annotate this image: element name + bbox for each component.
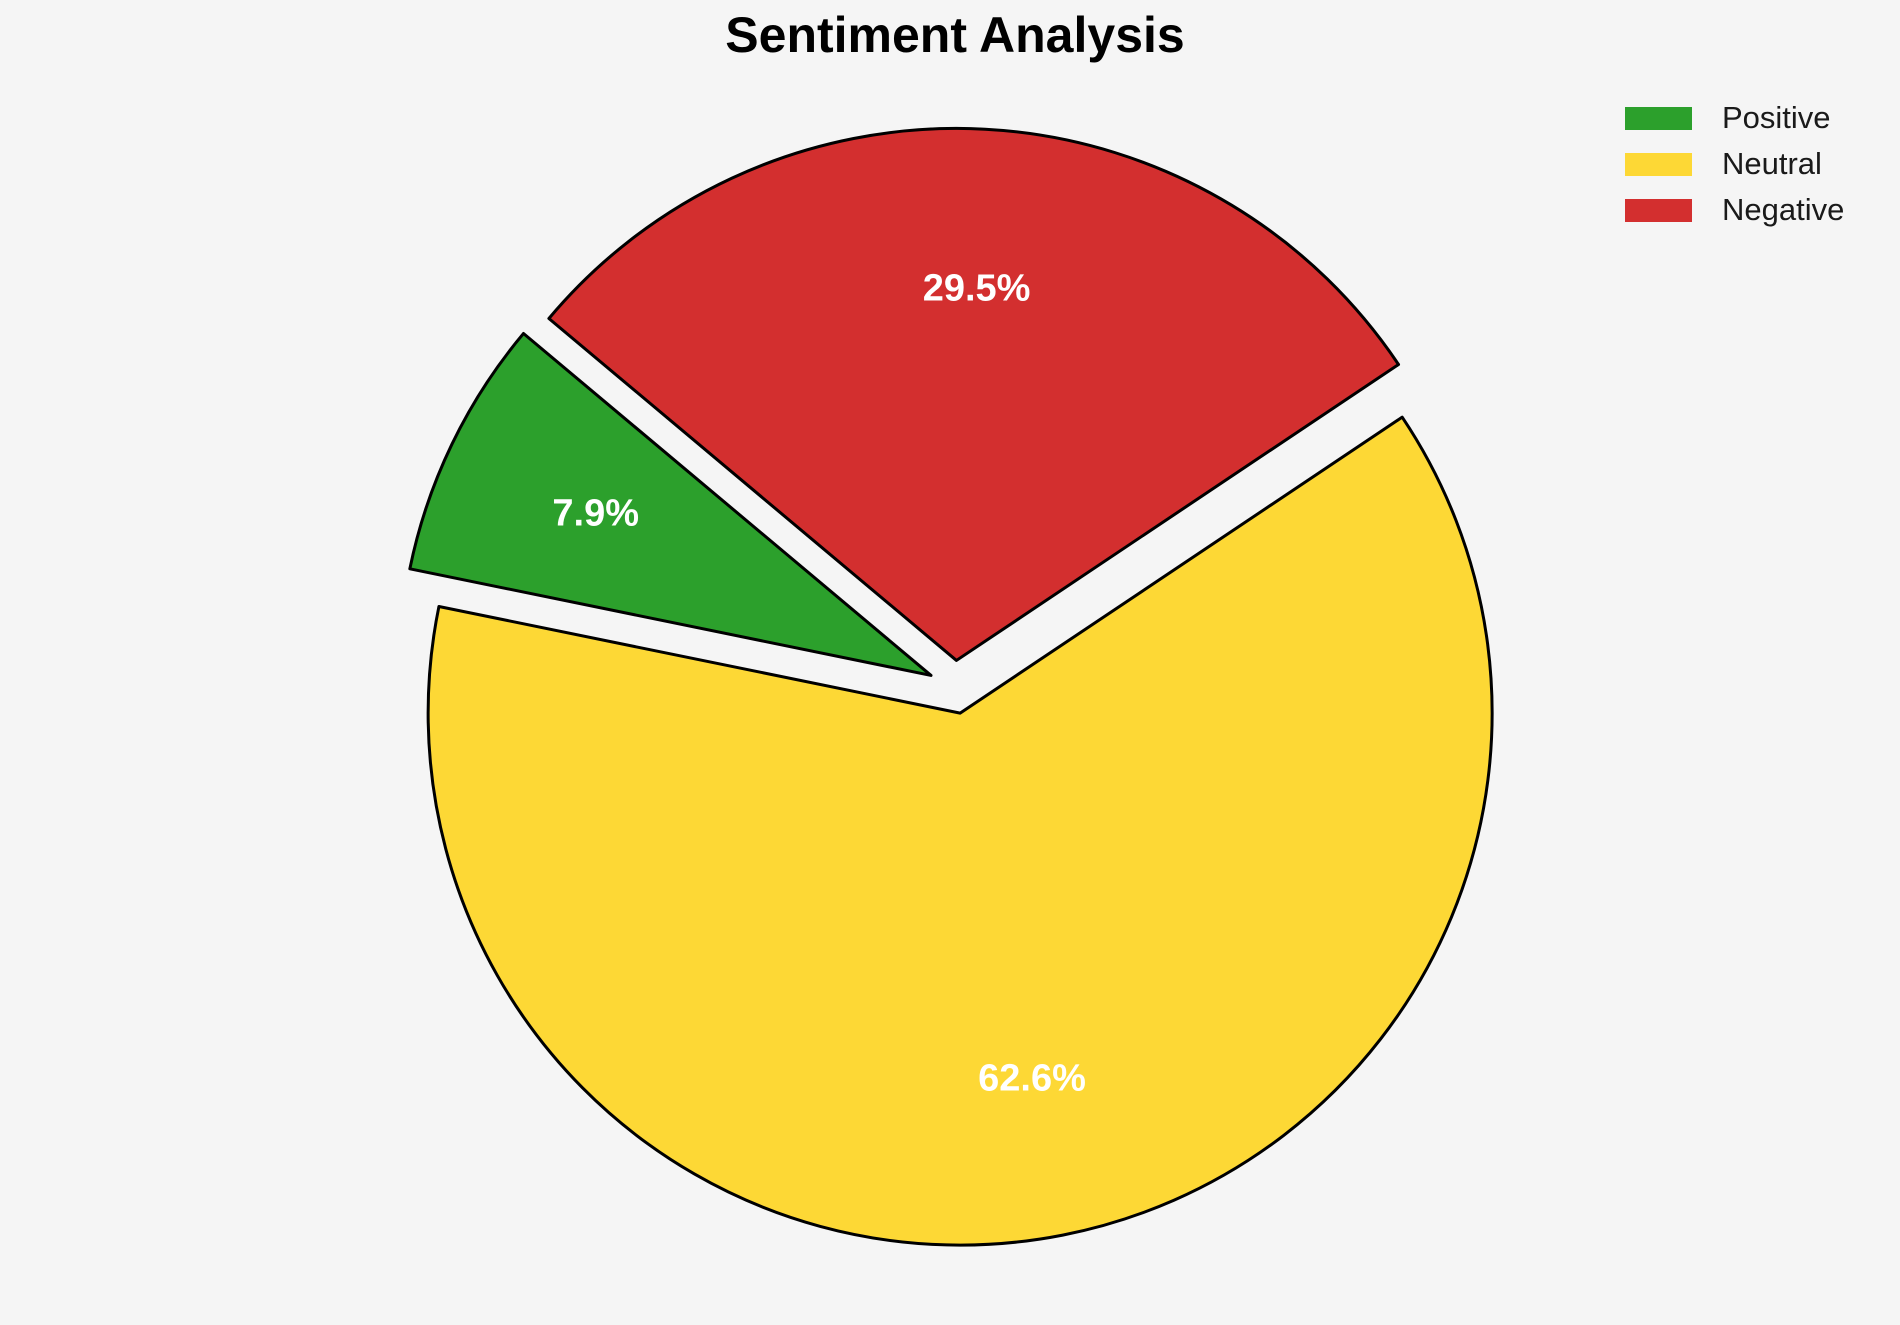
legend-swatch-neutral: [1625, 152, 1692, 176]
legend-item-negative: Negative: [1625, 192, 1844, 228]
pct-label-positive: 7.9%: [552, 493, 639, 535]
legend-label-negative: Negative: [1722, 192, 1845, 227]
legend-label-positive: Positive: [1722, 100, 1831, 135]
pie-slice-neutral: [426, 415, 1494, 1247]
legend-swatch-positive: [1625, 106, 1692, 130]
legend: Positive Neutral Negative: [1625, 100, 1844, 228]
pct-label-neutral: 62.6%: [978, 1058, 1086, 1100]
legend-item-positive: Positive: [1625, 100, 1844, 136]
legend-item-neutral: Neutral: [1625, 146, 1844, 182]
pct-label-negative: 29.5%: [923, 268, 1031, 310]
chart-title: Sentiment Analysis: [725, 7, 1185, 63]
legend-swatch-negative: [1625, 198, 1692, 222]
pie-slice-positive: [408, 331, 933, 677]
pie-slice-negative: [547, 127, 1401, 662]
legend-label-neutral: Neutral: [1722, 146, 1822, 181]
